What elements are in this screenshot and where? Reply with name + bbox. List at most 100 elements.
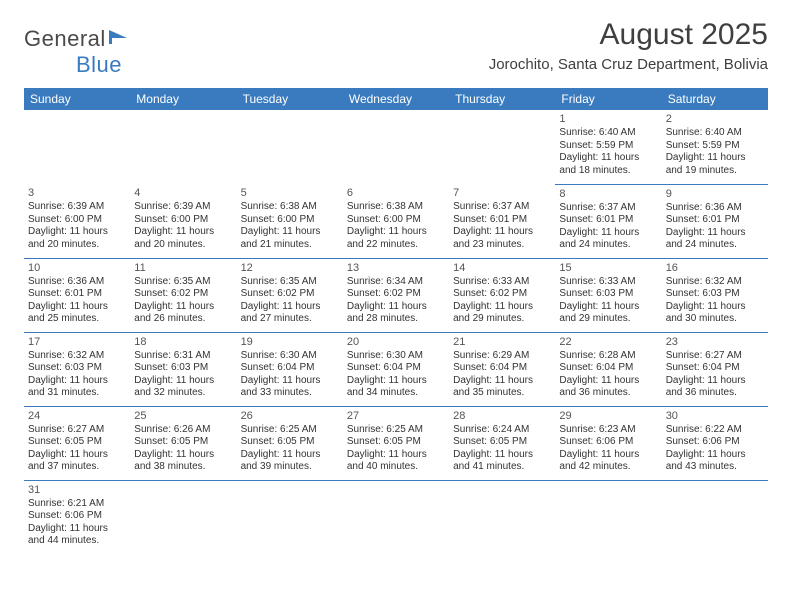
day-details: Sunrise: 6:29 AMSunset: 6:04 PMDaylight:… xyxy=(453,350,551,400)
day-detail-line: Daylight: 11 hours and 20 minutes. xyxy=(28,226,126,251)
calendar-cell: 21 Sunrise: 6:29 AMSunset: 6:04 PMDayligh… xyxy=(449,332,555,406)
day-details: Sunrise: 6:36 AMSunset: 6:01 PMDaylight:… xyxy=(28,276,126,326)
day-header: Tuesday xyxy=(237,88,343,110)
day-detail-line: Sunset: 6:05 PM xyxy=(347,436,445,449)
day-details: Sunrise: 6:21 AMSunset: 6:06 PMDaylight:… xyxy=(28,498,126,548)
day-detail-line: Sunset: 6:03 PM xyxy=(559,288,657,301)
day-number: 10 xyxy=(28,262,126,274)
day-detail-line: Daylight: 11 hours and 43 minutes. xyxy=(666,449,764,474)
day-detail-line: Sunrise: 6:25 AM xyxy=(241,424,339,437)
day-details: Sunrise: 6:38 AMSunset: 6:00 PMDaylight:… xyxy=(347,201,445,251)
day-detail-line: Sunset: 6:04 PM xyxy=(666,362,764,375)
day-detail-line: Sunrise: 6:22 AM xyxy=(666,424,764,437)
day-detail-line: Sunset: 6:00 PM xyxy=(28,214,126,227)
day-details: Sunrise: 6:32 AMSunset: 6:03 PMDaylight:… xyxy=(666,276,764,326)
day-detail-line: Sunset: 6:04 PM xyxy=(453,362,551,375)
day-number: 20 xyxy=(347,336,445,348)
day-detail-line: Sunrise: 6:35 AM xyxy=(134,276,232,289)
day-detail-line: Sunset: 6:04 PM xyxy=(559,362,657,375)
day-detail-line: Sunset: 6:02 PM xyxy=(134,288,232,301)
day-detail-line: Sunset: 6:01 PM xyxy=(28,288,126,301)
calendar-cell-empty xyxy=(130,110,236,184)
calendar-cell-empty xyxy=(24,110,130,184)
day-detail-line: Sunrise: 6:27 AM xyxy=(28,424,126,437)
day-number: 3 xyxy=(28,187,126,199)
page-header: GeneralBlue August 2025 Jorochito, Santa… xyxy=(24,18,768,78)
day-detail-line: Sunset: 6:05 PM xyxy=(241,436,339,449)
day-detail-line: Sunset: 6:02 PM xyxy=(453,288,551,301)
calendar-cell: 3Sunrise: 6:39 AMSunset: 6:00 PMDaylight… xyxy=(24,184,130,258)
calendar-cell: 26Sunrise: 6:25 AMSunset: 6:05 PMDayligh… xyxy=(237,406,343,480)
calendar-cell: 28Sunrise: 6:24 AMSunset: 6:05 PMDayligh… xyxy=(449,406,555,480)
day-detail-line: Sunset: 6:06 PM xyxy=(28,510,126,523)
day-detail-line: Sunrise: 6:21 AM xyxy=(28,498,126,511)
day-details: Sunrise: 6:40 AMSunset: 5:59 PMDaylight:… xyxy=(666,127,764,177)
day-detail-line: Sunset: 6:03 PM xyxy=(134,362,232,375)
calendar-cell-empty xyxy=(237,110,343,184)
day-detail-line: Sunset: 6:00 PM xyxy=(347,214,445,227)
day-details: Sunrise: 6:27 AMSunset: 6:05 PMDaylight:… xyxy=(28,424,126,474)
day-detail-line: Daylight: 11 hours and 29 minutes. xyxy=(453,301,551,326)
day-detail-line: Daylight: 11 hours and 24 minutes. xyxy=(559,227,657,252)
day-details: Sunrise: 6:23 AMSunset: 6:06 PMDaylight:… xyxy=(559,424,657,474)
day-detail-line: Daylight: 11 hours and 36 minutes. xyxy=(559,375,657,400)
calendar-cell: 15Sunrise: 6:33 AMSunset: 6:03 PMDayligh… xyxy=(555,258,661,332)
day-detail-line: Sunrise: 6:27 AM xyxy=(666,350,764,363)
calendar-cell: 2Sunrise: 6:40 AMSunset: 5:59 PMDaylight… xyxy=(662,110,768,184)
day-detail-line: Daylight: 11 hours and 24 minutes. xyxy=(666,227,764,252)
day-detail-line: Daylight: 11 hours and 36 minutes. xyxy=(666,375,764,400)
calendar-cell-empty xyxy=(343,480,449,554)
day-number: 21 xyxy=(453,336,551,348)
day-details: Sunrise: 6:22 AMSunset: 6:06 PMDaylight:… xyxy=(666,424,764,474)
day-detail-line: Daylight: 11 hours and 37 minutes. xyxy=(28,449,126,474)
day-detail-line: Sunset: 6:02 PM xyxy=(241,288,339,301)
day-detail-line: Sunset: 6:04 PM xyxy=(347,362,445,375)
day-details: Sunrise: 6:25 AMSunset: 6:05 PMDaylight:… xyxy=(347,424,445,474)
day-detail-line: Sunset: 6:01 PM xyxy=(666,214,764,227)
day-header: Saturday xyxy=(662,88,768,110)
day-details: Sunrise: 6:37 AMSunset: 6:01 PMDaylight:… xyxy=(453,201,551,251)
calendar-cell-empty xyxy=(130,480,236,554)
calendar-cell: 30 Sunrise: 6:22 AMSunset: 6:06 PMDayligh… xyxy=(662,406,768,480)
day-number: 19 xyxy=(241,336,339,348)
day-details: Sunrise: 6:33 AMSunset: 6:03 PMDaylight:… xyxy=(559,276,657,326)
day-header: Monday xyxy=(130,88,236,110)
calendar-cell: 13Sunrise: 6:34 AMSunset: 6:02 PMDayligh… xyxy=(343,258,449,332)
calendar-cell: 6Sunrise: 6:38 AMSunset: 6:00 PMDaylight… xyxy=(343,184,449,258)
day-detail-line: Sunrise: 6:37 AM xyxy=(559,202,657,215)
day-detail-line: Sunrise: 6:31 AM xyxy=(134,350,232,363)
day-detail-line: Daylight: 11 hours and 32 minutes. xyxy=(134,375,232,400)
day-detail-line: Daylight: 11 hours and 31 minutes. xyxy=(28,375,126,400)
day-detail-line: Sunset: 6:01 PM xyxy=(453,214,551,227)
calendar-cell: 29Sunrise: 6:23 AMSunset: 6:06 PMDayligh… xyxy=(555,406,661,480)
calendar-cell: 24Sunrise: 6:27 AMSunset: 6:05 PMDayligh… xyxy=(24,406,130,480)
calendar-cell: 7Sunrise: 6:37 AMSunset: 6:01 PMDaylight… xyxy=(449,184,555,258)
calendar-week: 3Sunrise: 6:39 AMSunset: 6:00 PMDaylight… xyxy=(24,184,768,258)
day-detail-line: Sunset: 5:59 PM xyxy=(666,140,764,153)
calendar-body: 1Sunrise: 6:40 AMSunset: 5:59 PMDaylight… xyxy=(24,110,768,554)
day-number: 30 xyxy=(666,410,764,422)
day-detail-line: Sunset: 6:02 PM xyxy=(347,288,445,301)
day-number: 8 xyxy=(559,188,657,200)
day-detail-line: Sunrise: 6:33 AM xyxy=(453,276,551,289)
day-detail-line: Sunrise: 6:37 AM xyxy=(453,201,551,214)
day-detail-line: Sunset: 6:05 PM xyxy=(28,436,126,449)
day-details: Sunrise: 6:30 AMSunset: 6:04 PMDaylight:… xyxy=(347,350,445,400)
day-detail-line: Daylight: 11 hours and 34 minutes. xyxy=(347,375,445,400)
day-detail-line: Daylight: 11 hours and 19 minutes. xyxy=(666,152,764,177)
day-details: Sunrise: 6:33 AMSunset: 6:02 PMDaylight:… xyxy=(453,276,551,326)
day-detail-line: Sunset: 5:59 PM xyxy=(559,140,657,153)
day-detail-line: Sunrise: 6:38 AM xyxy=(347,201,445,214)
day-details: Sunrise: 6:32 AMSunset: 6:03 PMDaylight:… xyxy=(28,350,126,400)
calendar-cell: 10 Sunrise: 6:36 AMSunset: 6:01 PMDayligh… xyxy=(24,258,130,332)
day-number: 11 xyxy=(134,262,232,274)
day-number: 16 xyxy=(666,262,764,274)
day-detail-line: Sunrise: 6:35 AM xyxy=(241,276,339,289)
day-detail-line: Sunrise: 6:29 AM xyxy=(453,350,551,363)
calendar-cell-empty xyxy=(662,480,768,554)
day-detail-line: Sunrise: 6:32 AM xyxy=(666,276,764,289)
day-number: 22 xyxy=(559,336,657,348)
day-details: Sunrise: 6:28 AMSunset: 6:04 PMDaylight:… xyxy=(559,350,657,400)
day-detail-line: Daylight: 11 hours and 39 minutes. xyxy=(241,449,339,474)
day-details: Sunrise: 6:40 AMSunset: 5:59 PMDaylight:… xyxy=(559,127,657,177)
